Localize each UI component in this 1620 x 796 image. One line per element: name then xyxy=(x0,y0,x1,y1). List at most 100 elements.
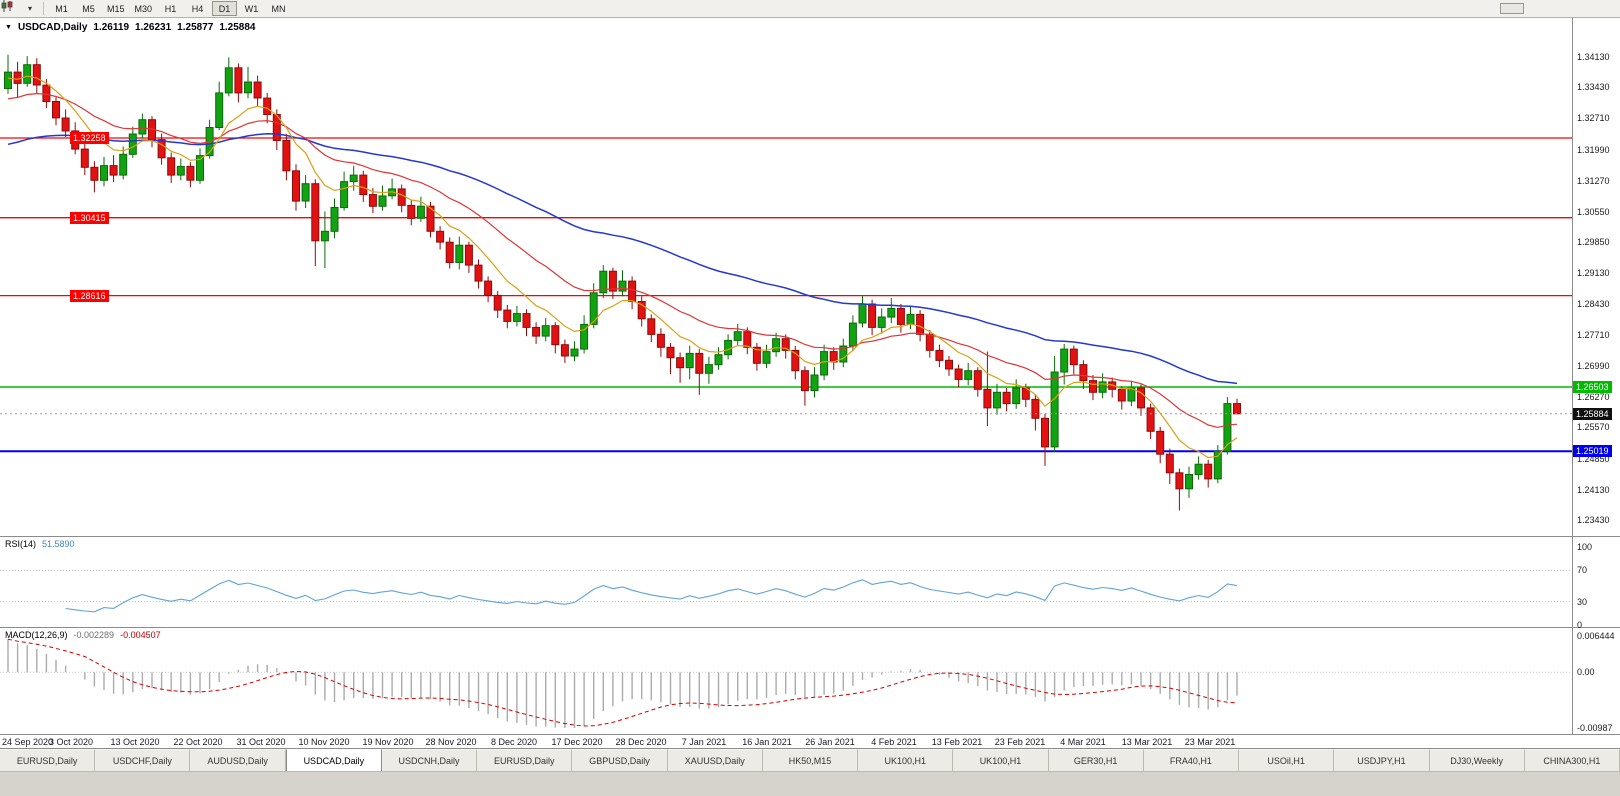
tab-xauusd-daily[interactable]: XAUUSD,Daily xyxy=(667,749,763,771)
price-axis-label: 1.33430 xyxy=(1577,82,1610,92)
date-label: 19 Nov 2020 xyxy=(362,737,414,747)
price-axis-label: 1.29850 xyxy=(1577,237,1610,247)
price-axis-label: 1.26990 xyxy=(1577,361,1610,371)
price-axis-label: 1.24130 xyxy=(1577,485,1610,495)
date-label: 24 Sep 2020 xyxy=(2,737,54,747)
resistance-line-3-badge: 1.28616 xyxy=(70,290,109,302)
date-label: 17 Dec 2020 xyxy=(551,737,603,747)
rsi-axis-label: 30 xyxy=(1577,597,1588,607)
tab-ger30-h1[interactable]: GER30,H1 xyxy=(1048,749,1144,771)
macd-axis-label: 0.00 xyxy=(1577,667,1595,677)
chart-type-icon[interactable] xyxy=(1,0,21,16)
date-label: 31 Oct 2020 xyxy=(236,737,286,747)
macd-label: MACD(12,26,9) xyxy=(5,630,68,640)
tab-usdjpy-h1[interactable]: USDJPY,H1 xyxy=(1334,749,1430,771)
date-label: 16 Jan 2021 xyxy=(742,737,792,747)
bottom-strip xyxy=(0,771,1620,796)
macd-axis-label: -0.00987 xyxy=(1577,723,1613,733)
rsi-value: 51.5890 xyxy=(42,539,75,549)
tab-china300-h1[interactable]: CHINA300,H1 xyxy=(1524,749,1620,771)
main-chart-canvas[interactable] xyxy=(0,18,1620,536)
rsi-canvas[interactable] xyxy=(0,537,1620,628)
timeframe-button-m5[interactable]: M5 xyxy=(76,1,101,16)
tab-eurusd-daily[interactable]: EURUSD,Daily xyxy=(0,749,96,771)
timeframe-button-m30[interactable]: M30 xyxy=(131,1,157,16)
tab-eurusd-daily[interactable]: EURUSD,Daily xyxy=(477,749,573,771)
date-label: 10 Nov 2020 xyxy=(298,737,350,747)
price-axis-label: 1.27710 xyxy=(1577,330,1610,340)
macd-canvas[interactable] xyxy=(0,628,1620,735)
chart-type-dropdown-caret-icon[interactable]: ▾ xyxy=(21,1,39,16)
price-axis-label: 1.29130 xyxy=(1577,268,1610,278)
ohlc-close: 1.25884 xyxy=(219,22,256,33)
resistance-line-1-badge: 1.32258 xyxy=(70,132,109,144)
tab-gbpusd-daily[interactable]: GBPUSD,Daily xyxy=(572,749,668,771)
chart-collapse-icon[interactable]: ▼ xyxy=(5,23,12,31)
support-line-green-badge: 1.26503 xyxy=(1573,381,1612,393)
tab-dj30-weekly[interactable]: DJ30,Weekly xyxy=(1429,749,1525,771)
rsi-axis-label: 100 xyxy=(1577,542,1593,552)
price-axis-label: 1.23430 xyxy=(1577,515,1610,525)
macd-axis-label: 0.006444 xyxy=(1577,631,1615,641)
main-chart[interactable]: ▼ USDCAD,Daily 1.26119 1.26231 1.25877 1… xyxy=(0,18,1620,536)
price-axis-label: 1.34130 xyxy=(1577,52,1610,62)
date-label: 4 Mar 2021 xyxy=(1060,737,1106,747)
timeframe-button-h4[interactable]: H4 xyxy=(185,1,210,16)
chart-tab-bar: EURUSD,Daily USDCHF,Daily AUDUSD,Daily USDC… xyxy=(0,748,1620,771)
timeframe-button-m1[interactable]: M1 xyxy=(49,1,74,16)
tab-hk50-m15[interactable]: HK50,M15 xyxy=(762,749,859,771)
macd-header: MACD(12,26,9) -0.002289 -0.004507 xyxy=(5,630,161,640)
price-axis-label: 1.24850 xyxy=(1577,454,1610,464)
date-label: 23 Mar 2021 xyxy=(1184,737,1236,747)
date-label: 28 Dec 2020 xyxy=(615,737,667,747)
date-label: 13 Mar 2021 xyxy=(1121,737,1173,747)
ohlc-low: 1.25877 xyxy=(177,22,214,33)
date-label: 26 Jan 2021 xyxy=(805,737,855,747)
timeframe-button-d1[interactable]: D1 xyxy=(212,1,238,16)
price-axis-separator xyxy=(1572,18,1573,734)
resistance-line-2-badge: 1.30415 xyxy=(70,212,109,224)
date-label: 13 Oct 2020 xyxy=(110,737,160,747)
price-axis-label: 1.25570 xyxy=(1577,422,1610,432)
tab-usdchf-daily[interactable]: USDCHF,Daily xyxy=(95,749,191,771)
tab-uk100-h1[interactable]: UK100,H1 xyxy=(858,749,954,771)
toolbar: ▾ M1 M5 M15 M30 H1 H4 D1 W1 MN xyxy=(0,0,1620,18)
rsi-header: RSI(14) 51.5890 xyxy=(5,539,75,549)
price-axis-label: 1.30550 xyxy=(1577,207,1610,217)
tab-usoil-h1[interactable]: USOil,H1 xyxy=(1239,749,1335,771)
candlestick-glyph xyxy=(1,0,13,12)
support-line-blue-badge: 1.25019 xyxy=(1573,445,1612,457)
date-label: 3 Oct 2020 xyxy=(48,737,94,747)
chart-symbol-label: USDCAD,Daily xyxy=(17,22,88,33)
tab-audusd-daily[interactable]: AUDUSD,Daily xyxy=(190,749,286,771)
date-label: 22 Oct 2020 xyxy=(173,737,223,747)
date-axis: 24 Sep 2020 3 Oct 2020 13 Oct 2020 22 Oct 2… xyxy=(0,734,1620,748)
rsi-axis-label: 0 xyxy=(1577,620,1583,630)
price-axis-label: 1.26270 xyxy=(1577,392,1610,402)
tab-usdcnh-daily[interactable]: USDCNH,Daily xyxy=(381,749,478,771)
chart-header: ▼ USDCAD,Daily 1.26119 1.26231 1.25877 1… xyxy=(5,22,255,33)
date-label: 28 Nov 2020 xyxy=(425,737,477,747)
scrollbar-thumb[interactable] xyxy=(1500,3,1524,14)
rsi-label: RSI(14) xyxy=(5,539,37,549)
timeframe-button-m15[interactable]: M15 xyxy=(103,1,129,16)
toolbar-separator xyxy=(43,2,44,15)
date-label: 8 Dec 2020 xyxy=(490,737,538,747)
macd-panel[interactable]: MACD(12,26,9) -0.002289 -0.004507 0.0064… xyxy=(0,627,1620,734)
ohlc-high: 1.26231 xyxy=(135,22,172,33)
timeframe-button-mn[interactable]: MN xyxy=(266,1,291,16)
ohlc-open: 1.26119 xyxy=(93,22,130,33)
date-label: 23 Feb 2021 xyxy=(994,737,1046,747)
tab-fra40-h1[interactable]: FRA40,H1 xyxy=(1143,749,1240,771)
tab-usdcad-daily[interactable]: USDCAD,Daily xyxy=(285,749,382,771)
date-label: 4 Feb 2021 xyxy=(871,737,917,747)
timeframe-button-w1[interactable]: W1 xyxy=(239,1,264,16)
macd-main-value: -0.002289 xyxy=(73,630,115,640)
tab-uk100-h1[interactable]: UK100,H1 xyxy=(953,749,1049,771)
price-axis-label: 1.32710 xyxy=(1577,113,1610,123)
date-label: 7 Jan 2021 xyxy=(681,737,727,747)
rsi-panel[interactable]: RSI(14) 51.5890 100 70 30 0 xyxy=(0,536,1620,630)
price-axis-label: 1.28430 xyxy=(1577,299,1610,309)
timeframe-button-h1[interactable]: H1 xyxy=(158,1,183,16)
